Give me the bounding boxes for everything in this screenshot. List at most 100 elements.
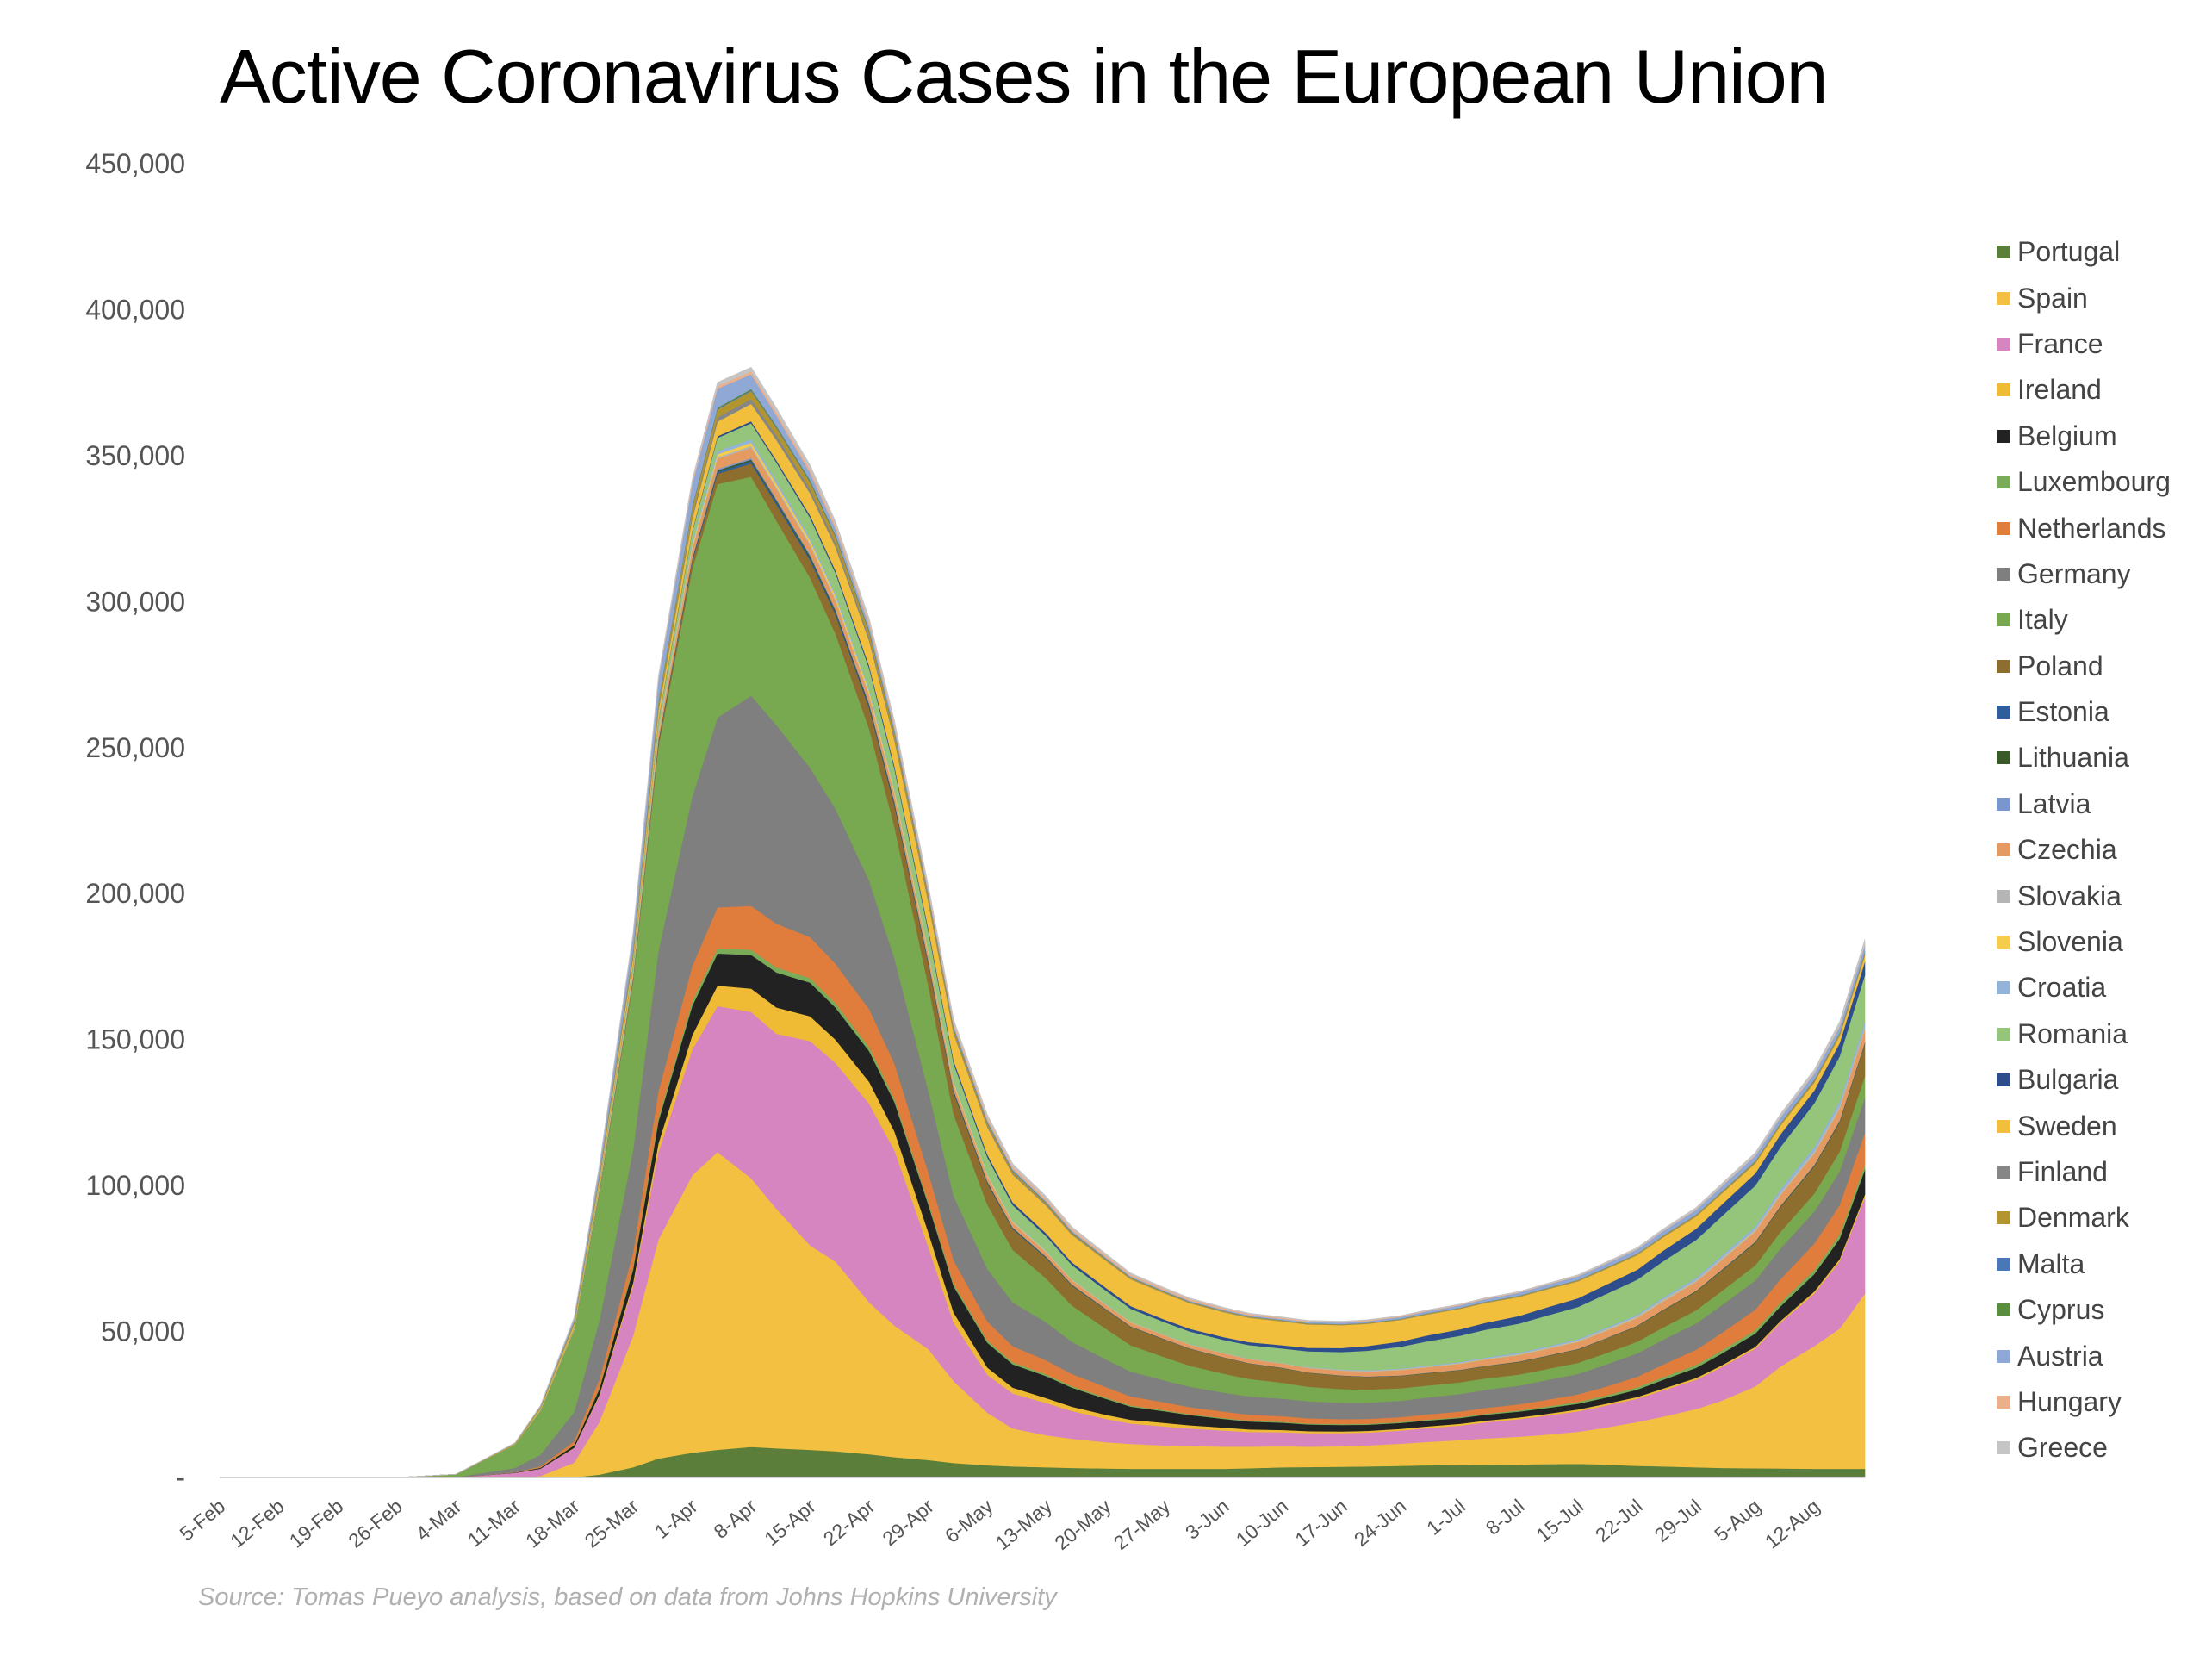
source-note: Source: Tomas Pueyo analysis, based on d… <box>198 1583 1057 1611</box>
legend-item: Romania <box>1997 1011 2171 1057</box>
legend-label: Bulgaria <box>2017 1064 2119 1096</box>
legend-label: Spain <box>2017 282 2088 314</box>
legend-item: Hungary <box>1997 1379 2171 1425</box>
legend-swatch <box>1997 1211 2010 1225</box>
legend-label: Lithuania <box>2017 742 2129 774</box>
legend-item: Spain <box>1997 275 2171 320</box>
legend-label: Romania <box>2017 1017 2128 1049</box>
x-tick-label: 22-Jul <box>1591 1495 1647 1546</box>
legend-swatch <box>1997 521 2010 535</box>
legend-item: Luxembourg <box>1997 459 2171 505</box>
y-tick-label: 450,000 <box>85 148 185 179</box>
x-tick-label: 8-Apr <box>709 1495 761 1543</box>
x-tick-label: 17-Jun <box>1290 1495 1351 1551</box>
legend-label: Slovakia <box>2017 880 2122 911</box>
area-series-greece <box>220 366 1866 1478</box>
legend-swatch <box>1997 1166 2010 1179</box>
x-tick-label: 29-Apr <box>878 1495 938 1551</box>
legend-label: Poland <box>2017 650 2103 681</box>
x-tick-label: 11-Mar <box>463 1495 525 1552</box>
legend-label: Finland <box>2017 1156 2108 1187</box>
legend-item: Portugal <box>1997 229 2171 275</box>
legend-label: Ireland <box>2017 374 2102 406</box>
legend-item: Czechia <box>1997 827 2171 873</box>
legend-item: Germany <box>1997 551 2171 597</box>
x-tick-label: 25-Mar <box>581 1495 643 1552</box>
x-tick-label: 15-Apr <box>760 1495 820 1551</box>
legend-item: Slovakia <box>1997 873 2171 918</box>
legend-item: Lithuania <box>1997 735 2171 781</box>
legend-item: Netherlands <box>1997 505 2171 551</box>
x-tick-label: 10-Jun <box>1232 1495 1293 1551</box>
legend-item: Ireland <box>1997 367 2171 413</box>
legend-label: France <box>2017 327 2103 359</box>
legend-item: Finland <box>1997 1149 2171 1195</box>
y-tick-label: 150,000 <box>85 1024 185 1055</box>
y-tick-label: - <box>176 1462 185 1493</box>
x-tick-label: 8-Jul <box>1482 1495 1529 1540</box>
x-tick-label: 12-Aug <box>1761 1495 1824 1553</box>
legend-label: Latvia <box>2017 787 2091 819</box>
legend-label: Luxembourg <box>2017 466 2171 498</box>
legend-item: Belgium <box>1997 414 2171 459</box>
legend-swatch <box>1997 797 2010 811</box>
legend-swatch <box>1997 613 2010 627</box>
legend-label: Czechia <box>2017 834 2117 866</box>
legend-swatch <box>1997 429 2010 443</box>
x-tick-label: 3-Jun <box>1181 1495 1233 1544</box>
legend-item: Cyprus <box>1997 1287 2171 1333</box>
legend-swatch <box>1997 337 2010 351</box>
legend-item: Sweden <box>1997 1103 2171 1148</box>
legend-item: Italy <box>1997 597 2171 643</box>
legend-item: Estonia <box>1997 689 2171 735</box>
legend-swatch <box>1997 751 2010 765</box>
y-tick-label: 200,000 <box>85 878 185 909</box>
x-tick-label: 1-Jul <box>1422 1495 1469 1540</box>
legend-label: Cyprus <box>2017 1294 2105 1326</box>
area-layer <box>220 366 1866 1478</box>
legend-swatch <box>1997 659 2010 673</box>
legend-label: Sweden <box>2017 1110 2117 1142</box>
legend-item: Latvia <box>1997 781 2171 827</box>
legend-swatch <box>1997 981 2010 995</box>
legend-swatch <box>1997 567 2010 581</box>
legend-item: Malta <box>1997 1241 2171 1287</box>
x-tick-label: 6-May <box>941 1495 997 1547</box>
legend-label: Greece <box>2017 1432 2108 1464</box>
legend-swatch <box>1997 476 2010 489</box>
legend-label: Germany <box>2017 557 2131 589</box>
legend-item: Austria <box>1997 1333 2171 1378</box>
legend-label: Estonia <box>2017 696 2109 728</box>
x-tick-label: 15-Jul <box>1532 1495 1588 1546</box>
legend-label: Croatia <box>2017 972 2107 1004</box>
legend-swatch <box>1997 1349 2010 1363</box>
y-tick-label: 300,000 <box>85 586 185 617</box>
legend-label: Slovenia <box>2017 926 2123 958</box>
y-axis: - 50,000 100,000 150,000 200,000 250,000 300,0… <box>85 148 185 1493</box>
x-tick-label: 18-Mar <box>521 1495 584 1552</box>
legend-label: Hungary <box>2017 1385 2122 1417</box>
y-tick-label: 250,000 <box>85 732 185 763</box>
x-tick-label: 5-Aug <box>1710 1495 1765 1546</box>
x-tick-label: 29-Jul <box>1650 1495 1706 1546</box>
x-tick-label: 4-Mar <box>412 1495 466 1546</box>
chart-title: Active Coronavirus Cases in the European… <box>220 34 1829 119</box>
legend-swatch <box>1997 936 2010 949</box>
legend-label: Netherlands <box>2017 512 2166 544</box>
x-tick-label: 5-Feb <box>175 1495 229 1546</box>
legend-swatch <box>1997 1303 2010 1317</box>
x-tick-label: 20-May <box>1050 1495 1115 1555</box>
legend-swatch <box>1997 1257 2010 1271</box>
legend-label: Italy <box>2017 604 2068 636</box>
legend-swatch <box>1997 1027 2010 1041</box>
legend: Portugal Spain France Ireland Belgium Luxembo… <box>1997 229 2171 1471</box>
legend-swatch <box>1997 889 2010 903</box>
legend-swatch <box>1997 1441 2010 1455</box>
legend-item: Denmark <box>1997 1195 2171 1241</box>
legend-swatch <box>1997 1119 2010 1133</box>
x-tick-label: 13-May <box>991 1495 1057 1555</box>
x-tick-label: 1-Apr <box>650 1495 702 1543</box>
legend-item: Slovenia <box>1997 919 2171 965</box>
